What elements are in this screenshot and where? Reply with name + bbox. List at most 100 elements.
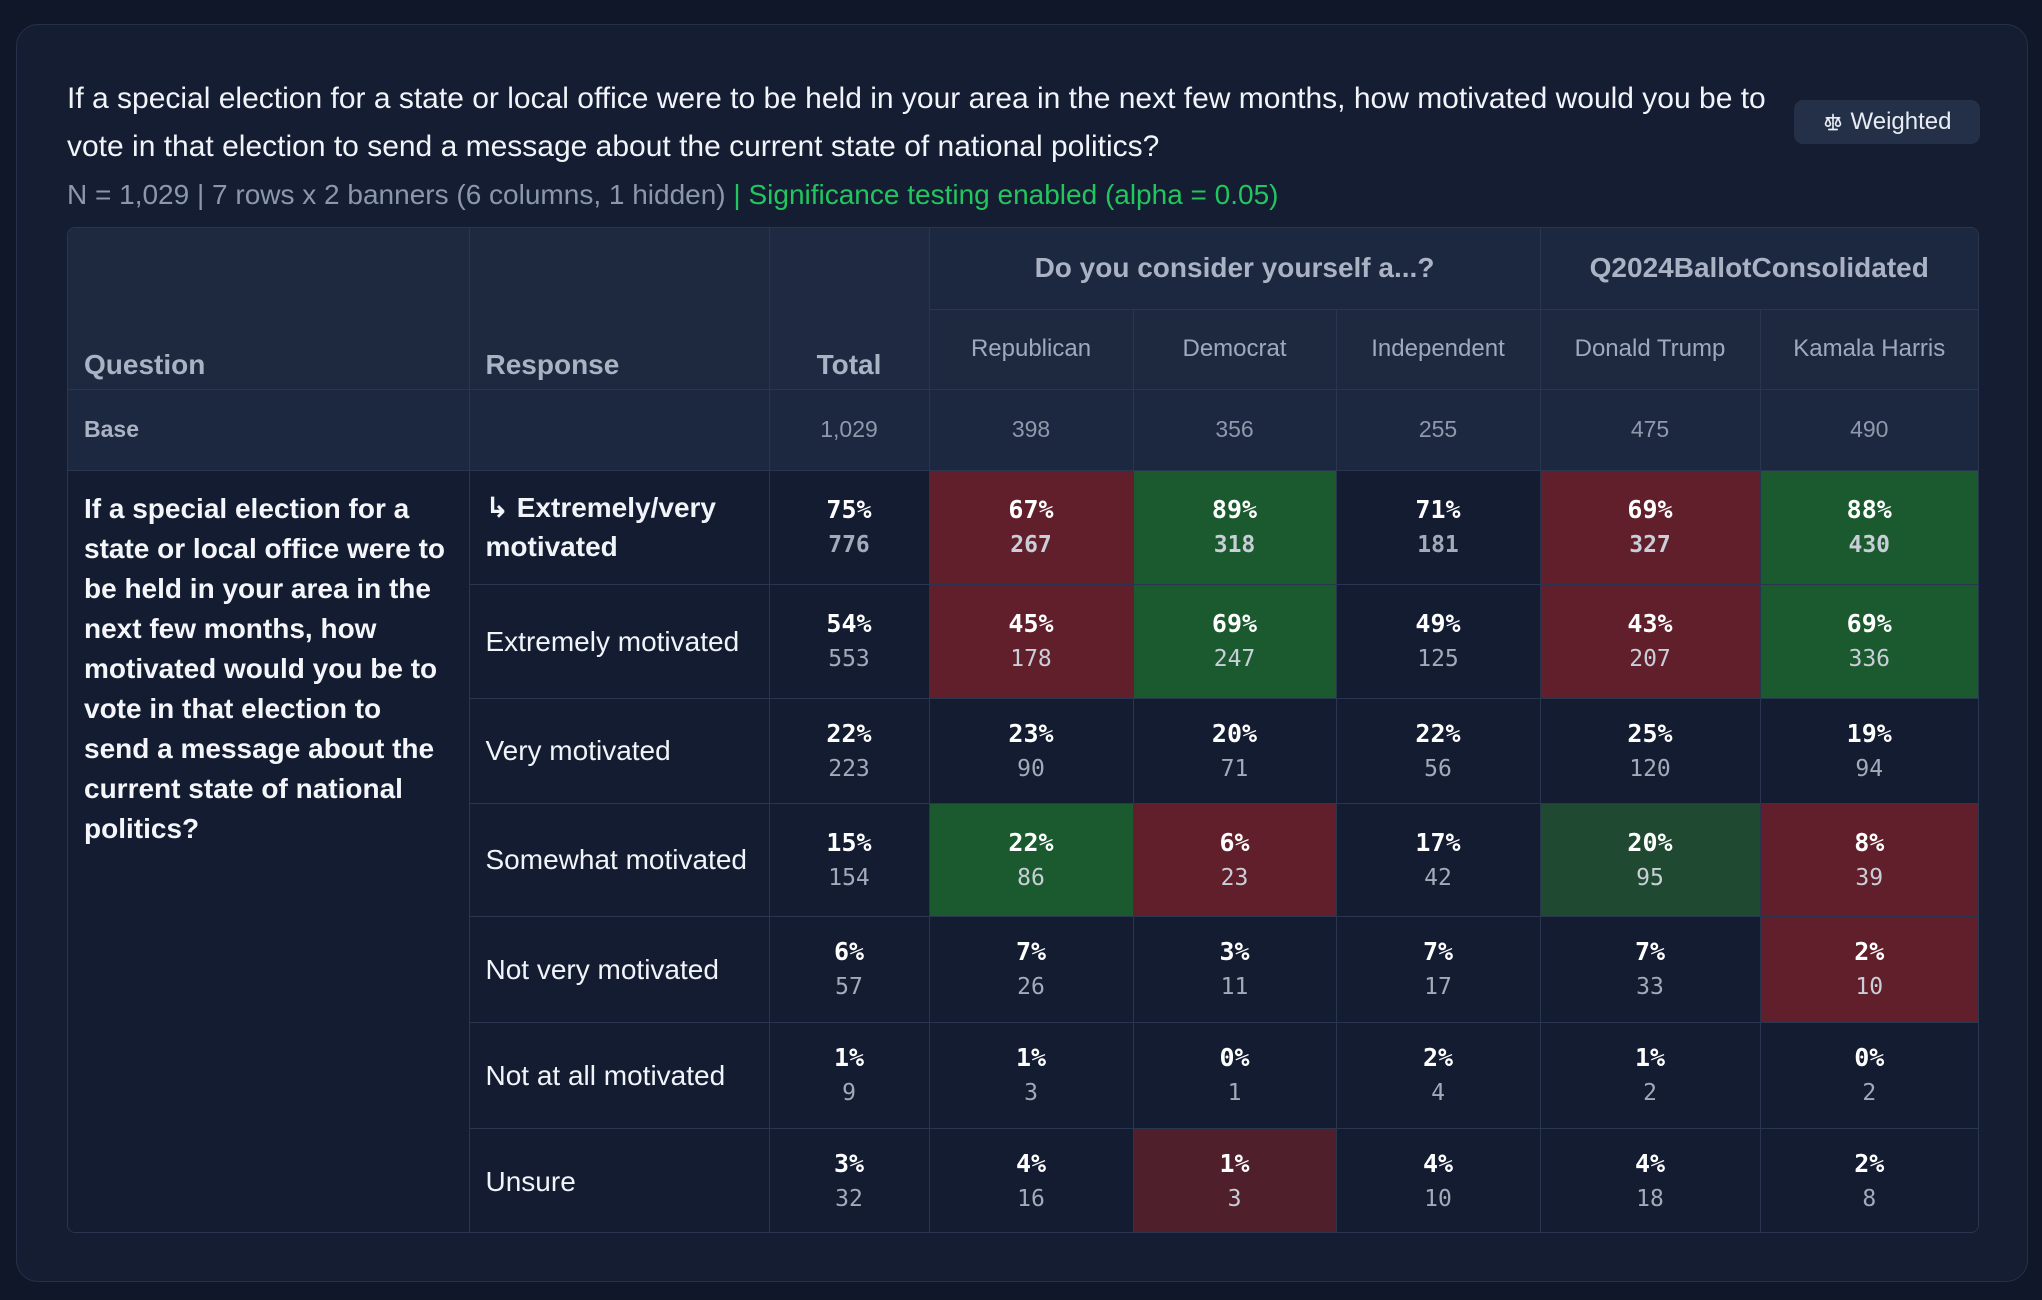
data-cell: 17% 42 — [1335, 802, 1541, 917]
table-row: Somewhat motivated 15% 154 22% 86 6% 23 17% 42 20… — [68, 802, 1978, 917]
cell-percent: 69% — [1627, 495, 1673, 524]
table-row: Extremely motivated 54% 553 45% 178 69% 247 49%… — [68, 583, 1978, 699]
cell-percent: 43% — [1627, 609, 1673, 638]
data-cell: 71% 181 — [1335, 469, 1541, 585]
scale-icon — [1824, 113, 1841, 131]
weighted-label: Weighted — [1850, 108, 1952, 135]
data-cell: 7% 26 — [928, 915, 1134, 1023]
cell-count: 39 — [1855, 864, 1884, 891]
base-row: Base 1,029 398 356 255 475 490 — [68, 388, 1978, 471]
data-cell: 2% 4 — [1335, 1021, 1541, 1129]
cell-percent: 1% — [1219, 1149, 1250, 1179]
data-cell: 1% 2 — [1539, 1021, 1761, 1129]
table-row: Very motivated 22% 223 23% 90 20% 71 22% 56 25% 12… — [68, 697, 1978, 804]
cell-count: 11 — [1220, 974, 1249, 1000]
cell-percent: 4% — [1422, 1149, 1454, 1179]
data-cell: 69% 247 — [1132, 583, 1337, 699]
cell-count: 10 — [1855, 974, 1884, 1000]
cell-count: 56 — [1424, 755, 1452, 782]
cell-count: 17 — [1424, 974, 1452, 1000]
cell-count: 154 — [828, 864, 870, 891]
table-row: If a special election for a state or loc… — [68, 469, 1978, 1232]
data-cell: 6% 23 — [1132, 802, 1337, 917]
cell-count: 9 — [842, 1080, 856, 1106]
cell-percent: 69% — [1846, 609, 1892, 638]
data-cell: 67% 267 — [928, 469, 1134, 585]
cell-count: 776 — [828, 532, 870, 558]
data-cell: 89% 318 — [1132, 469, 1337, 585]
cell-count: 178 — [1010, 646, 1052, 672]
table-meta: N = 1,029 | 7 rows x 2 banners (6 column… — [67, 173, 1279, 217]
cell-percent: 7% — [1634, 937, 1666, 966]
cell-count: 247 — [1213, 646, 1256, 672]
cell-percent: 4% — [1634, 1149, 1666, 1179]
cell-count: 26 — [1017, 974, 1045, 1000]
cell-percent: 3% — [1219, 937, 1250, 966]
table-row: Unsure 3% 32 4% 16 1% 3 4% 10 4% 18 2% 8 — [68, 1127, 1978, 1232]
response-label: Not very motivated — [469, 915, 770, 1023]
data-cell: 54% 553 — [768, 583, 930, 699]
base-label: Base — [68, 388, 470, 471]
cell-percent: 4% — [1015, 1149, 1047, 1179]
response-label: Unsure — [469, 1127, 770, 1232]
cell-count: 3 — [1024, 1080, 1038, 1106]
cell-count: 8 — [1862, 1186, 1877, 1213]
base-value: 398 — [928, 388, 1134, 471]
column-header-kamala-harris: Kamala Harris — [1759, 308, 1978, 390]
cell-count: 90 — [1017, 755, 1045, 782]
data-cell: 3% 11 — [1132, 915, 1337, 1023]
cell-percent: 71% — [1415, 495, 1461, 524]
response-label: ↳ Extremely/very motivated — [468, 469, 770, 585]
base-value: 490 — [1759, 388, 1978, 471]
cell-percent: 2% — [1854, 937, 1885, 966]
column-header-democrat: Democrat — [1132, 308, 1337, 390]
cell-percent: 7% — [1015, 937, 1047, 966]
cell-percent: 20% — [1211, 718, 1258, 748]
cell-count: 223 — [828, 755, 870, 782]
response-label: Very motivated — [469, 697, 770, 804]
cell-count: 336 — [1848, 646, 1891, 672]
data-cell: 1% 3 — [928, 1021, 1134, 1129]
cell-percent: 67% — [1008, 495, 1054, 524]
data-cell: 22% 223 — [768, 697, 930, 804]
data-cell: 4% 16 — [928, 1127, 1134, 1232]
data-cell: 1% 9 — [768, 1021, 930, 1129]
cell-count: 267 — [1010, 532, 1052, 558]
data-cell: 69% 336 — [1759, 583, 1978, 699]
cell-percent: 45% — [1008, 609, 1054, 638]
cell-count: 18 — [1636, 1186, 1664, 1213]
cell-count: 94 — [1855, 755, 1884, 782]
cell-count: 57 — [835, 974, 863, 1000]
cell-count: 86 — [1017, 864, 1045, 891]
cell-percent: 89% — [1211, 495, 1258, 524]
cell-percent: 1% — [833, 1043, 865, 1072]
data-cell: 15% 154 — [768, 802, 930, 917]
cell-percent: 8% — [1854, 827, 1885, 857]
column-header-independent: Independent — [1335, 308, 1541, 390]
cell-percent: 22% — [1415, 718, 1461, 748]
data-cell: 19% 94 — [1759, 697, 1978, 804]
cell-count: 71 — [1220, 755, 1249, 782]
table-row: Not very motivated 6% 57 7% 26 3% 11 7% 17 7% 33 2%… — [68, 915, 1978, 1023]
data-cell: 23% 90 — [928, 697, 1134, 804]
data-cell: 8% 39 — [1759, 802, 1978, 917]
crosstab-table: Question Response Total Do you consider … — [67, 227, 1979, 1233]
cell-count: 42 — [1424, 864, 1452, 891]
weighted-badge[interactable]: Weighted — [1794, 100, 1980, 144]
cell-percent: 54% — [826, 609, 872, 638]
cell-percent: 22% — [1008, 827, 1054, 857]
data-cell: 7% 33 — [1539, 915, 1761, 1023]
total-column-header: Total — [768, 228, 930, 390]
cell-percent: 15% — [826, 827, 872, 857]
cell-percent: 6% — [1219, 827, 1250, 857]
cell-percent: 3% — [833, 1149, 865, 1179]
cell-percent: 17% — [1415, 827, 1461, 857]
cell-count: 95 — [1636, 864, 1664, 891]
banner-ballot: Q2024BallotConsolidated — [1539, 228, 1978, 310]
cell-percent: 0% — [1219, 1043, 1250, 1072]
data-cell: 22% 56 — [1335, 697, 1541, 804]
cell-count: 553 — [828, 646, 870, 672]
cell-percent: 1% — [1634, 1043, 1666, 1072]
cell-percent: 1% — [1015, 1043, 1047, 1072]
data-cell: 4% 10 — [1335, 1127, 1541, 1232]
